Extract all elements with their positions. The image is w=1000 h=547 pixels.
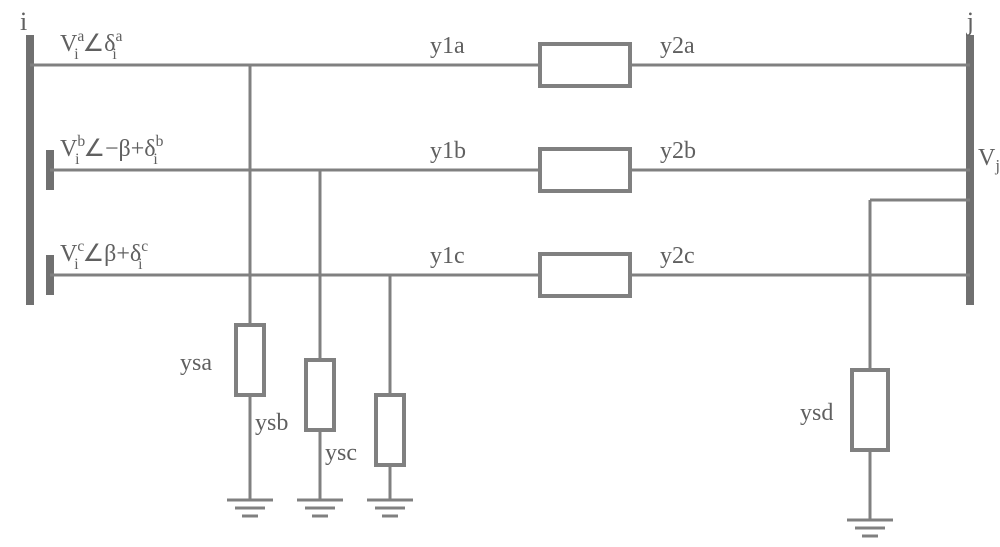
series-box-a bbox=[540, 44, 630, 86]
ysd-box bbox=[852, 370, 888, 450]
ysd-label: ysd bbox=[800, 400, 833, 426]
bus-i-voltage-b: Vbi∠−β+δbi bbox=[60, 133, 164, 168]
ysa-label: ysa bbox=[180, 350, 212, 376]
label-y1b: y1b bbox=[430, 138, 466, 164]
ysb-label: ysb bbox=[255, 410, 288, 436]
label-y2a: y2a bbox=[660, 33, 695, 59]
bus-i-voltage-c: Vci∠β+δci bbox=[60, 238, 148, 273]
bus-i-label: i bbox=[20, 7, 27, 36]
bus-j-voltage-label: Vj bbox=[978, 145, 1000, 175]
bus-i-voltage-a: Vai∠δai bbox=[60, 28, 122, 63]
label-y2c: y2c bbox=[660, 243, 695, 269]
ysa-box bbox=[236, 325, 264, 395]
ysc-box bbox=[376, 395, 404, 465]
label-y1a: y1a bbox=[430, 33, 465, 59]
series-box-c bbox=[540, 254, 630, 296]
ysc-label: ysc bbox=[325, 440, 357, 466]
label-y2b: y2b bbox=[660, 138, 696, 164]
label-y1c: y1c bbox=[430, 243, 465, 269]
ysb-box bbox=[306, 360, 334, 430]
bus-j-label: j bbox=[966, 7, 974, 36]
series-box-b bbox=[540, 149, 630, 191]
